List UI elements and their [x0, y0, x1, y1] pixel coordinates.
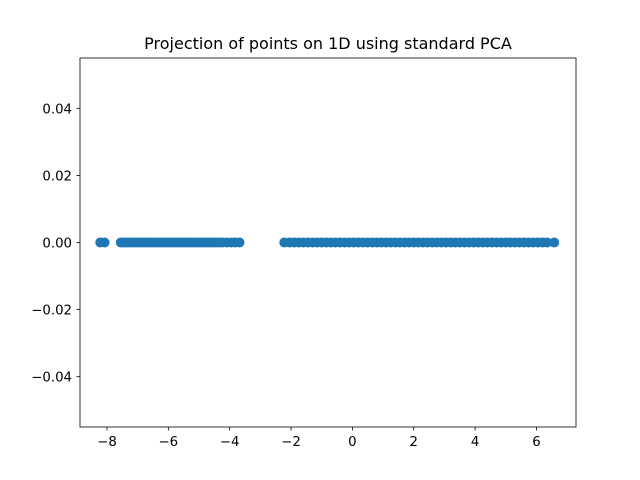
- scatter-point: [542, 237, 553, 248]
- y-tick-label: −0.04: [31, 371, 72, 386]
- x-tick-label: −6: [159, 435, 179, 450]
- x-tick-label: 6: [532, 435, 540, 450]
- axes-frame: [79, 57, 577, 428]
- y-tick-label: −0.02: [31, 304, 72, 319]
- x-tick-label: 2: [409, 435, 417, 450]
- scatter-points: [95, 237, 560, 248]
- scatter-point: [549, 237, 560, 248]
- x-tick-label: −4: [220, 435, 240, 450]
- scatter-point: [99, 237, 110, 248]
- y-tick-label: 0.04: [42, 102, 72, 117]
- y-axis: 0.04 0.02 0.00 −0.02 −0.04: [31, 102, 80, 386]
- y-tick-label: 0.00: [42, 237, 72, 252]
- x-tick-label: 4: [471, 435, 479, 450]
- x-tick-label: 0: [348, 435, 356, 450]
- scatter-point: [234, 237, 245, 248]
- chart-title: Projection of points on 1D using standar…: [144, 34, 512, 53]
- x-tick-label: −2: [281, 435, 301, 450]
- y-tick-label: 0.02: [42, 169, 72, 184]
- x-tick-label: −8: [97, 435, 117, 450]
- x-axis: −8 −6 −4 −2 0 2 4 6: [97, 427, 541, 450]
